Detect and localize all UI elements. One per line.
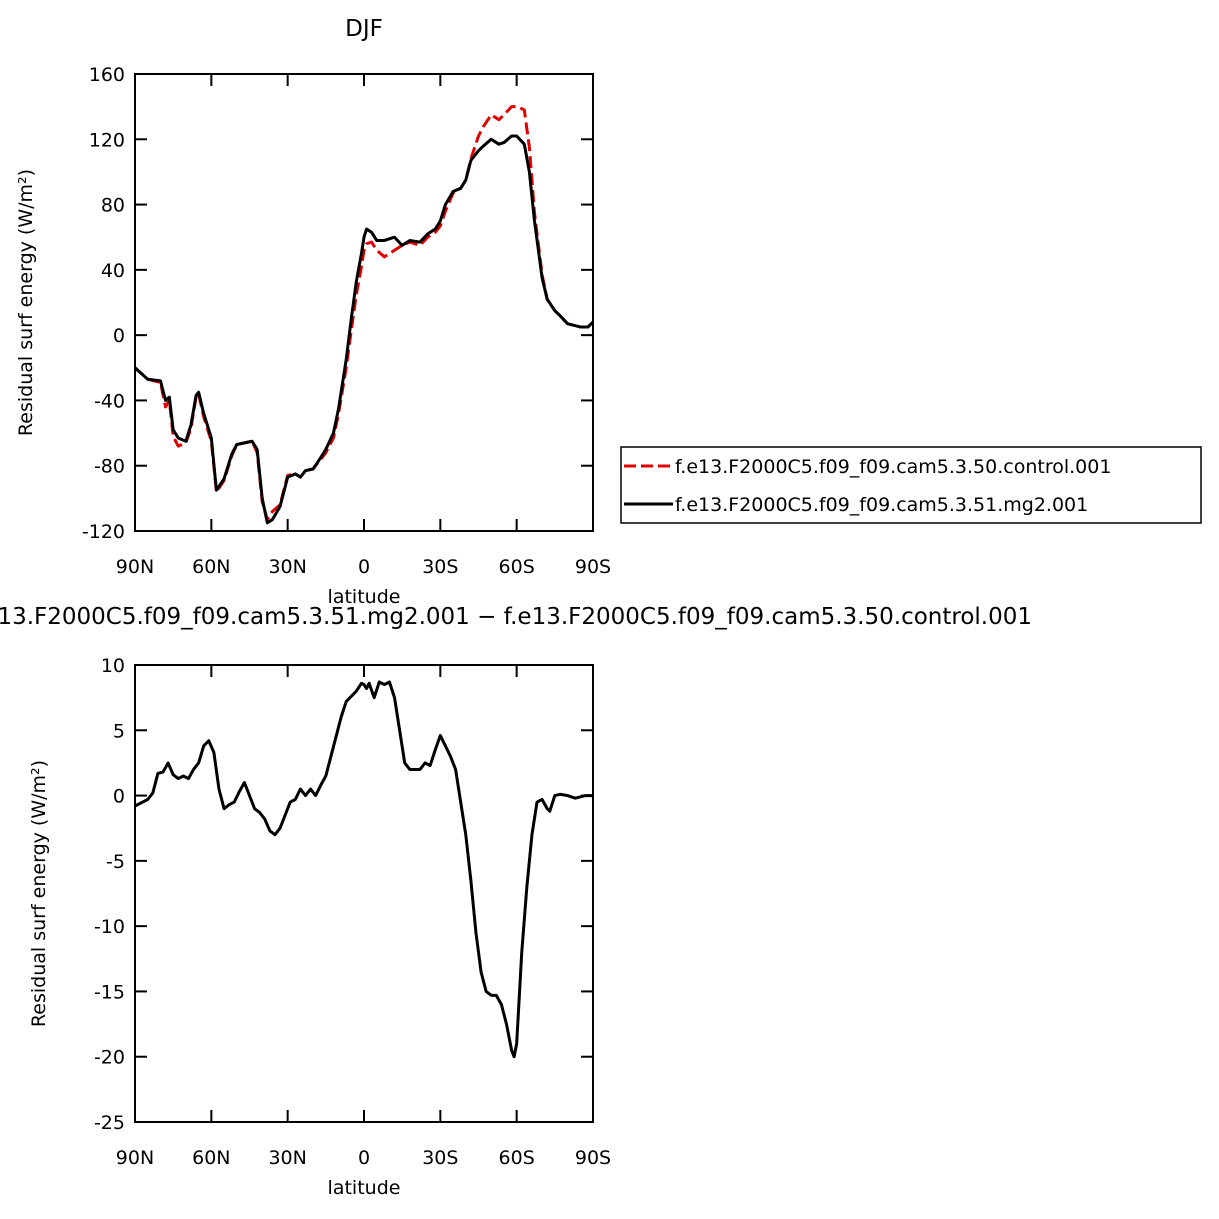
x-tick-label: 90S [575, 1147, 611, 1169]
y-tick-label: 10 [101, 655, 125, 677]
x-tick-label: 0 [358, 556, 370, 578]
y-tick-label: -120 [82, 521, 125, 543]
y-tick-label: -25 [94, 1112, 125, 1134]
x-tick-label: 90S [575, 556, 611, 578]
y-tick-label: 0 [113, 325, 125, 347]
y-tick-label: -5 [106, 851, 125, 873]
x-tick-label: 30N [268, 556, 306, 578]
y-tick-label: -20 [94, 1047, 125, 1069]
plot-frame [134, 664, 594, 1123]
y-tick-label: -80 [94, 456, 125, 478]
y-tick-label: 5 [113, 720, 125, 742]
x-tick-label: 90N [116, 556, 154, 578]
x-tick-label: 30N [268, 1147, 306, 1169]
x-tick-label: 30S [422, 556, 458, 578]
x-axis-label: latitude [328, 586, 401, 608]
y-tick-label: -10 [94, 916, 125, 938]
x-tick-label: 0 [358, 1147, 370, 1169]
x-tick-label: 90N [116, 1147, 154, 1169]
x-tick-label: 60S [499, 1147, 535, 1169]
x-axis-label: latitude [328, 1177, 401, 1199]
legend-label: f.e13.F2000C5.f09_f09.cam5.3.50.control.… [675, 456, 1111, 478]
y-tick-label: -40 [94, 390, 125, 412]
y-tick-label: 160 [89, 64, 125, 86]
plot-frame [134, 73, 594, 532]
y-axis-label: Residual surf energy (W/m²) [15, 169, 37, 436]
data-line [134, 680, 593, 1059]
x-tick-label: 60N [192, 1147, 230, 1169]
data-line [133, 134, 595, 525]
y-tick-label: 120 [89, 129, 125, 151]
y-tick-label: -15 [94, 981, 125, 1003]
data-line [133, 105, 595, 522]
y-tick-label: 0 [113, 786, 125, 808]
legend-box [620, 446, 1202, 524]
chart-title: f.e13.F2000C5.f09_f09.cam5.3.51.mg2.001 … [0, 604, 1032, 630]
chart-title: DJF [345, 16, 383, 42]
y-axis-label: Residual surf energy (W/m²) [28, 760, 50, 1027]
y-tick-label: 40 [101, 260, 125, 282]
legend-label: f.e13.F2000C5.f09_f09.cam5.3.51.mg2.001 [675, 494, 1088, 516]
x-tick-label: 60N [192, 556, 230, 578]
x-tick-label: 60S [499, 556, 535, 578]
x-tick-label: 30S [422, 1147, 458, 1169]
y-tick-label: 80 [101, 195, 125, 217]
